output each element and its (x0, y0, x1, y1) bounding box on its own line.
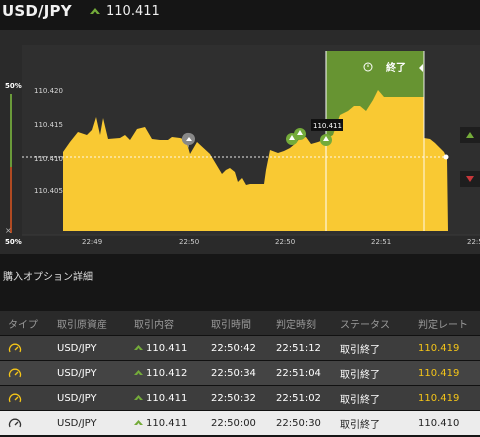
y-tick-label: 110.420 (34, 87, 63, 95)
trade-rate: 110.411 (146, 342, 188, 354)
timer-type-icon (8, 367, 22, 379)
current-rate-value: 110.411 (106, 4, 160, 19)
up-arrow-icon (134, 345, 143, 350)
final-rate-cell: 110.419 (418, 367, 460, 379)
status-cell: 取引終了 (340, 419, 380, 431)
table-header-row: タイプ 取引原資産 取引内容 取引時間 判定時刻 ステータス 判定レート (0, 311, 480, 335)
trade-rate: 110.411 (146, 392, 188, 404)
asset-cell: USD/JPY (57, 367, 97, 379)
asset-cell: USD/JPY (57, 342, 97, 354)
y-tick-label: 110.415 (34, 121, 63, 129)
up-arrow-icon (134, 395, 143, 400)
trade-rate: 110.412 (146, 367, 188, 379)
x-tick-label: 22:5 (467, 238, 480, 246)
clock-icon (363, 62, 373, 72)
timer-type-icon (8, 342, 22, 354)
x-tick-label: 22:50 (179, 238, 199, 246)
col-header-trade: 取引内容 (134, 319, 174, 331)
judge-time-cell: 22:51:02 (276, 392, 321, 404)
x-tick-label: 22:51 (371, 238, 391, 246)
x-tick-label: 22:49 (82, 238, 102, 246)
gauge-close-button[interactable]: × (5, 226, 12, 235)
col-header-judge-time: 判定時刻 (276, 319, 316, 331)
asset-cell: USD/JPY (57, 417, 97, 429)
trade-cell: 110.411 (134, 418, 187, 429)
trade-cell: 110.411 (134, 393, 187, 404)
judge-time-cell: 22:51:12 (276, 342, 321, 354)
section-title: 購入オプション詳細 (3, 272, 93, 283)
trade-cell: 110.412 (134, 368, 187, 379)
chevron-left-icon (419, 64, 423, 72)
final-rate-cell: 110.410 (418, 417, 460, 429)
table-row[interactable]: USD/JPY 110.411 22:50:00 22:50:30 取引終了 1… (0, 410, 480, 435)
judge-time-cell: 22:50:30 (276, 417, 321, 429)
table-row[interactable]: USD/JPY 110.412 22:50:34 22:51:04 取引終了 1… (0, 360, 480, 385)
x-tick-label: 22:50 (275, 238, 295, 246)
trade-time-cell: 22:50:00 (211, 417, 256, 429)
col-header-trade-time: 取引時間 (211, 319, 251, 331)
timer-type-icon (8, 392, 22, 404)
entry-markers (181, 128, 332, 148)
entry-marker-pin-icon (294, 128, 306, 140)
expiry-label: 終了 (386, 61, 406, 74)
col-header-final-rate: 判定レート (418, 319, 468, 331)
trade-cell: 110.411 (134, 343, 187, 354)
sentiment-gauge: 50% 50% (2, 80, 22, 265)
trade-rate: 110.411 (146, 417, 188, 429)
y-tick-label: 110.410 (34, 155, 63, 163)
table-row[interactable]: USD/JPY 110.411 22:50:42 22:51:12 取引終了 1… (0, 335, 480, 360)
current-rate-dot (443, 154, 449, 160)
y-tick-label: 110.405 (34, 187, 63, 195)
x-axis-labels: 22:49 22:50 22:50 22:51 22:5 (82, 238, 480, 246)
col-header-asset: 取引原資産 (57, 319, 107, 331)
final-rate-cell: 110.419 (418, 392, 460, 404)
header-bar: USD/JPY 110.411 (0, 0, 480, 30)
price-chart[interactable]: 110.420 110.415 110.410 110.405 終了 110.4… (0, 30, 480, 254)
trade-time-cell: 22:50:32 (211, 392, 256, 404)
col-header-status: ステータス (340, 319, 390, 331)
options-table: タイプ 取引原資産 取引内容 取引時間 判定時刻 ステータス 判定レート USD… (0, 311, 480, 435)
gauge-up-bar (10, 94, 12, 167)
rate-up-arrow-icon (90, 7, 100, 14)
final-rate-cell: 110.419 (418, 342, 460, 354)
table-row[interactable]: USD/JPY 110.411 22:50:32 22:51:02 取引終了 1… (0, 385, 480, 410)
status-cell: 取引終了 (340, 369, 380, 381)
timer-type-icon (8, 417, 22, 429)
status-cell: 取引終了 (340, 344, 380, 356)
down-arrow-icon (466, 176, 474, 182)
gauge-down-bar (10, 167, 12, 233)
up-arrow-icon (134, 420, 143, 425)
col-header-type: タイプ (8, 319, 38, 331)
price-area (63, 90, 448, 231)
status-cell: 取引終了 (340, 394, 380, 406)
judge-time-cell: 22:51:04 (276, 367, 321, 379)
up-arrow-icon (466, 132, 474, 138)
currency-pair-title: USD/JPY (2, 2, 72, 20)
current-rate: 110.411 (90, 4, 160, 19)
y-axis-labels: 110.420 110.415 110.410 110.405 (34, 87, 63, 195)
gauge-bottom-percent: 50% (5, 238, 22, 246)
trade-time-cell: 22:50:34 (211, 367, 256, 379)
expiry-header: 終了 (363, 61, 423, 74)
price-label-box (311, 119, 343, 131)
gauge-top-percent: 50% (5, 82, 22, 90)
up-arrow-icon (134, 370, 143, 375)
asset-cell: USD/JPY (57, 392, 97, 404)
entry-marker-pin-icon (320, 134, 332, 146)
entry-marker-pin-icon (181, 132, 195, 148)
price-label: 110.411 (313, 122, 342, 130)
trade-time-cell: 22:50:42 (211, 342, 256, 354)
